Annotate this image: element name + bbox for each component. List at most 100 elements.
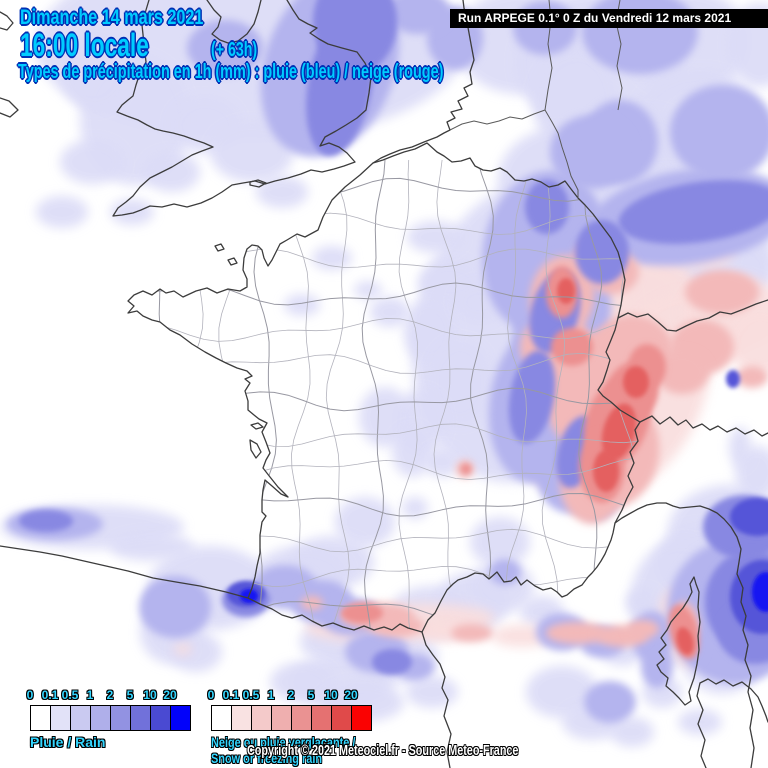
legend-tick-label: 0.5: [61, 688, 79, 702]
rain-legend-bar: [30, 705, 230, 731]
legend-tick-label: 5: [307, 688, 315, 702]
snow-blob: [551, 328, 593, 366]
rain-legend: 0 0.1 0.5 1 2 5 10 20 Pluie / Rain: [26, 688, 230, 750]
legend-swatch: [351, 705, 372, 731]
department-line: [361, 159, 386, 632]
ireland-coastline: [0, 11, 19, 118]
legend-swatch: [110, 705, 131, 731]
rain-legend-ticks: 0 0.1 0.5 1 2 5 10 20: [26, 688, 230, 703]
rain-blob: [110, 199, 154, 225]
date-title: Dimanche 14 mars 2021: [20, 6, 258, 30]
snow-legend-ticks: 0 0.1 0.5 1 2 5 10 20: [207, 688, 411, 703]
rain-blob: [525, 180, 569, 234]
legend-tick-label: 20: [344, 688, 358, 702]
rain-blob: [626, 589, 658, 615]
rain-blob: [575, 220, 629, 284]
uk-northwest-coastline: [206, 0, 262, 44]
rain-blob: [729, 427, 751, 467]
snow-blob: [341, 603, 383, 623]
legend-tick-label: 10: [143, 688, 157, 702]
rain-blob: [170, 632, 222, 672]
channel-islands: [214, 243, 238, 266]
legend-swatch: [231, 705, 252, 731]
legend-tick-label: 0: [26, 688, 34, 702]
legend-swatch: [170, 705, 191, 731]
legend-tick-label: 0.1: [41, 688, 59, 702]
rain-blob: [386, 0, 450, 34]
copyright-line: Copyright © 2021 Meteociel.fr - Source M…: [247, 742, 624, 759]
isle-of-wight: [249, 179, 267, 188]
oleron-re-islands: [249, 422, 264, 459]
legend-tick-label: 1: [267, 688, 275, 702]
rain-blob: [372, 649, 412, 675]
rain-blob: [752, 572, 768, 612]
department-line: [541, 159, 565, 632]
rain-blob: [641, 646, 673, 688]
snow-blob: [728, 310, 768, 374]
rain-blob: [19, 510, 73, 532]
legend-tick-label: 1: [86, 688, 94, 702]
rain-blob: [610, 717, 654, 747]
rain-blob: [335, 497, 395, 547]
rain-blob: [424, 447, 460, 477]
department-line: [290, 159, 314, 632]
rain-blob: [60, 30, 130, 110]
legend-swatch: [271, 705, 292, 731]
snow-blob: [623, 366, 649, 398]
legend-swatch: [311, 705, 332, 731]
spain-coastline: [0, 545, 452, 768]
rain-blob: [402, 497, 428, 519]
rain-blob: [256, 176, 308, 208]
rain-blob: [406, 676, 458, 708]
rain-blob: [36, 196, 88, 228]
legend-tick-label: 2: [106, 688, 114, 702]
rain-blob: [489, 559, 521, 585]
rain-blob: [370, 297, 410, 327]
rain-blob: [730, 498, 768, 536]
snow-blob: [736, 366, 768, 388]
legend-tick-label: 20: [163, 688, 177, 702]
snow-blob: [676, 627, 694, 655]
rain-blob: [110, 533, 194, 561]
department-line: [470, 159, 494, 632]
legend-swatch: [70, 705, 91, 731]
rain-blob: [550, 115, 634, 189]
rain-blob: [584, 681, 636, 723]
snow-blob: [593, 450, 619, 492]
legend-tick-label: 10: [324, 688, 338, 702]
department-line: [325, 159, 350, 632]
rain-blob: [144, 152, 200, 192]
department-line: [506, 159, 531, 632]
legend-tick-label: 0.5: [242, 688, 260, 702]
map-subtitle: Types de précipitation en 1h (mm) : plui…: [18, 61, 609, 84]
snow-legend-bar: [211, 705, 411, 731]
legend-swatch: [90, 705, 111, 731]
rain-blob: [354, 281, 382, 299]
rain-legend-label: Pluie / Rain: [30, 734, 106, 750]
snow-blob: [461, 464, 471, 474]
forecast-offset-text: (+ 63h): [211, 39, 258, 61]
rain-blob: [60, 140, 124, 184]
date-title-text: Dimanche 14 mars 2021: [20, 6, 204, 29]
snow-legend: 0 0.1 0.5 1 2 5 10 20 Neige ou pluie verglaçant…: [207, 688, 411, 766]
department-line: [398, 159, 418, 632]
snow-blob: [627, 620, 659, 638]
rain-blob: [139, 576, 211, 638]
legend-swatch: [30, 705, 51, 731]
rain-blob: [392, 427, 432, 477]
rain-blob: [670, 85, 768, 179]
snow-blob: [601, 403, 637, 461]
department-line: [578, 159, 603, 632]
snow-blob: [174, 643, 192, 655]
legend-swatch: [50, 705, 71, 731]
department-line: [433, 159, 458, 632]
rain-blob: [210, 122, 294, 182]
snow-blob: [546, 622, 608, 644]
netherlands-coastline: [372, 0, 475, 164]
rain-blob: [313, 0, 397, 74]
rain-blob: [312, 246, 352, 270]
legend-swatch: [150, 705, 171, 731]
legend-tick-label: 0: [207, 688, 215, 702]
